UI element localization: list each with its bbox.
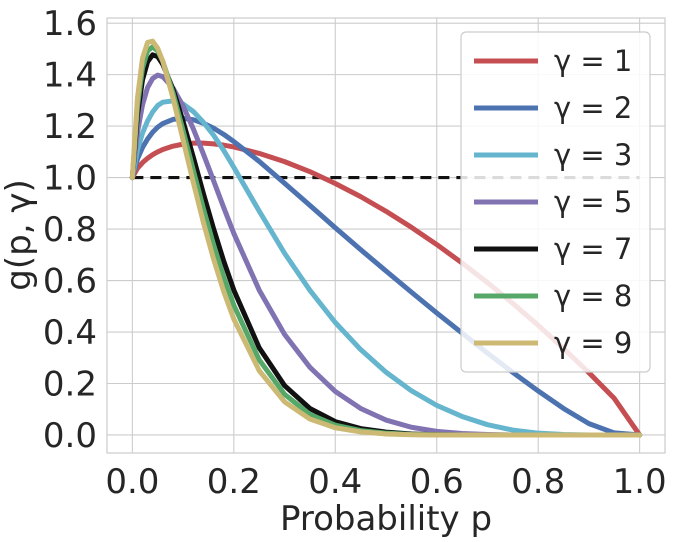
- x-axis-label: Probability p: [280, 499, 492, 539]
- y-tick-labels: 0.0 0.2 0.4 0.6 0.8 1.0 1.2 1.4 1.6: [43, 4, 97, 456]
- legend: γ = 1 γ = 2 γ = 3 γ = 5 γ = 7 γ = 8 γ = 9: [460, 31, 651, 373]
- legend-label-gamma-7: γ = 7: [554, 232, 632, 266]
- legend-box: [460, 31, 651, 373]
- legend-label-gamma-2: γ = 2: [554, 91, 632, 125]
- x-tick-label: 0.0: [105, 462, 159, 502]
- y-tick-label: 1.6: [43, 4, 97, 44]
- series-lines: [129, 38, 643, 438]
- y-tick-label: 1.0: [43, 159, 97, 199]
- legend-label-gamma-9: γ = 9: [554, 326, 632, 360]
- legend-label-gamma-8: γ = 8: [554, 279, 632, 313]
- x-tick-labels: 0.0 0.2 0.4 0.6 0.8 1.0: [105, 462, 666, 502]
- x-tick-label: 0.4: [308, 462, 362, 502]
- x-tick-label: 1.0: [613, 462, 667, 502]
- x-tick-label: 0.6: [410, 462, 464, 502]
- y-tick-label: 1.2: [43, 107, 97, 147]
- x-tick-label: 0.8: [511, 462, 565, 502]
- y-tick-label: 0.8: [43, 210, 97, 250]
- series-line-gamma-2: [129, 115, 643, 438]
- y-tick-label: 0.2: [43, 365, 97, 405]
- x-tick-label: 0.2: [207, 462, 261, 502]
- series-line-gamma-9: [129, 38, 643, 438]
- y-tick-label: 0.4: [43, 313, 97, 353]
- y-tick-label: 0.6: [43, 262, 97, 302]
- legend-label-gamma-5: γ = 5: [554, 185, 632, 219]
- legend-label-gamma-3: γ = 3: [554, 138, 632, 172]
- y-tick-label: 1.4: [43, 56, 97, 96]
- y-axis-label: g(p, γ): [0, 179, 39, 290]
- series-line-gamma-3: [129, 98, 643, 438]
- legend-label-gamma-1: γ = 1: [554, 44, 632, 78]
- y-tick-label: 0.0: [43, 416, 97, 456]
